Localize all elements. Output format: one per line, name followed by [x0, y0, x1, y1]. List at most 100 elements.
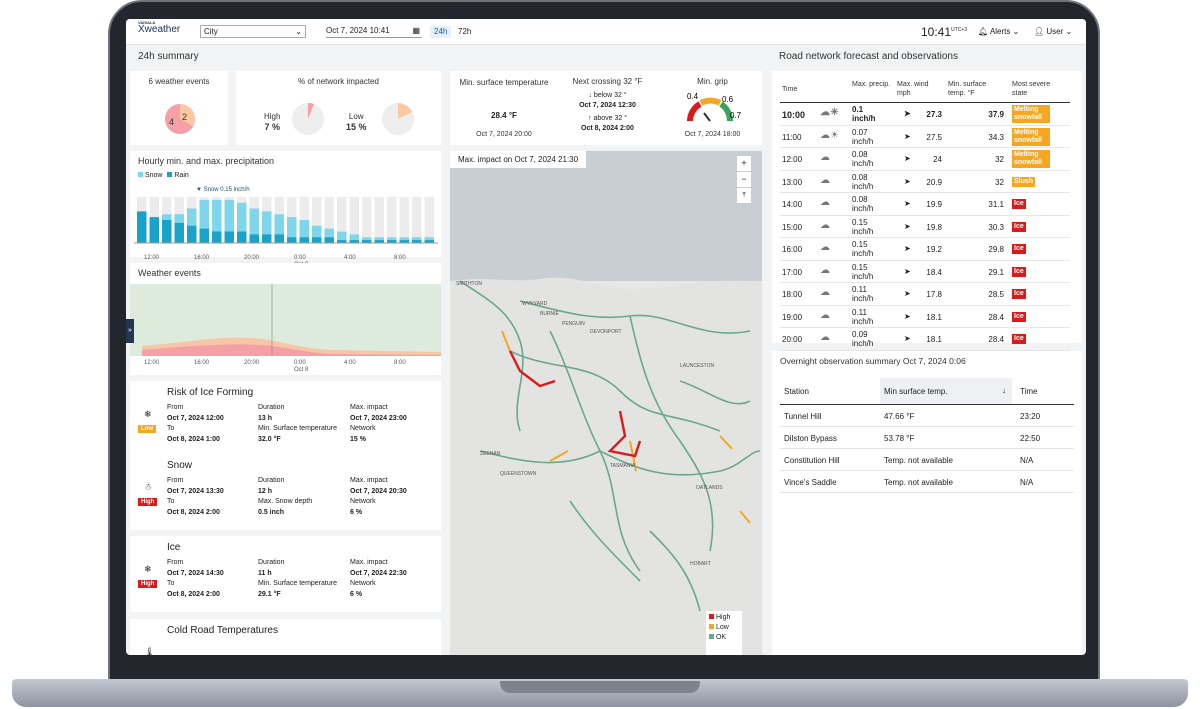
- col-obs-time[interactable]: Time: [1020, 387, 1038, 396]
- to-value: Oct 8, 2024 2:00: [167, 590, 220, 598]
- top-bar: VAISALA Xweather City ⌄ Oct 7, 2024 10:4…: [126, 19, 1086, 45]
- range-72h-button[interactable]: 72h: [458, 27, 472, 36]
- event-card[interactable]: Risk of Ice Forming ❄ Low From Oct 7, 2024 1…: [130, 381, 441, 457]
- precip-bg-bar: [387, 197, 397, 243]
- snow-sun-icon: ☁☀: [820, 107, 839, 118]
- app-screen: VAISALA Xweather City ⌄ Oct 7, 2024 10:4…: [126, 19, 1086, 655]
- row-wind: 27.3: [926, 110, 942, 119]
- alerts-menu[interactable]: 🔔︎ Alerts ⌄: [978, 27, 1020, 36]
- zoom-in-button[interactable]: +: [741, 158, 747, 168]
- road-row[interactable]: 11:00 ☁☀ 0.07 inch/h ➤ 27.5 34.3 Melting snowfa…: [780, 126, 1070, 148]
- zoom-out-button[interactable]: −: [737, 171, 751, 187]
- x-tick-label: 8:00: [394, 360, 406, 366]
- wind-direction-icon: ➤: [904, 154, 911, 163]
- event-impact: Max. impact Oct 7, 2024 20:30 Network 6 %: [350, 476, 407, 518]
- extra-value: 32.0 °F: [258, 435, 281, 443]
- snow-bar: [224, 199, 234, 243]
- city-select[interactable]: City ⌄: [200, 25, 306, 38]
- obs-row[interactable]: Vince's Saddle Temp. not available N/A: [780, 471, 1074, 493]
- low-value: 15 %: [346, 122, 367, 132]
- row-time: 10:00: [782, 110, 806, 120]
- rain-bar: [249, 234, 259, 243]
- event-from-to: From Oct 7, 2024 14:30 To Oct 8, 2024 2:00: [167, 558, 224, 600]
- row-state-badge: Ice: [1012, 311, 1026, 322]
- map-place-label: WYNYARD: [522, 301, 548, 307]
- rain-legend-label: Rain: [174, 172, 189, 179]
- road-row[interactable]: 14:00 ☁ 0.08 inch/h ➤ 19.9 31.1 Ice: [780, 193, 1070, 216]
- network-impact-card[interactable]: % of network impacted High 7 % Low 15 %: [236, 71, 441, 145]
- event-card[interactable]: Ice ❄ High From Oct 7, 2024 14:30 To Oct 8, 20…: [130, 536, 441, 612]
- precip-bg-bar: [374, 197, 384, 243]
- from-label: From: [167, 477, 184, 484]
- calendar-icon[interactable]: ▦: [412, 26, 420, 35]
- to-label: To: [167, 498, 175, 505]
- user-icon: 👤︎: [1034, 27, 1045, 36]
- laptop-notch: [500, 681, 700, 693]
- wind-direction-icon: ➤: [904, 131, 911, 141]
- brand-logo: VAISALA Xweather: [138, 20, 181, 35]
- map-place-label: BURNIE: [540, 311, 559, 317]
- obs-station: Constitution Hill: [784, 456, 840, 465]
- snow-bar: [337, 231, 347, 243]
- road-row[interactable]: 16:00 ☁ 0.15 inch/h ➤ 19.2 29.8 Ice: [780, 238, 1070, 261]
- row-wind: 20.9: [926, 177, 942, 187]
- grip-high: 0.7: [730, 111, 742, 120]
- pie-value-low: 2: [182, 112, 187, 122]
- road-row[interactable]: 19:00 ☁ 0.11 inch/h ➤ 18.1 28.4 Ice: [780, 306, 1070, 328]
- event-duration: Duration 12 h Max. Snow depth 0.5 inch: [258, 476, 338, 518]
- precip-bg-bar: [337, 197, 347, 243]
- network-label: Network: [350, 498, 376, 505]
- extra-label: Min. Surface temperature: [258, 580, 337, 587]
- obs-row[interactable]: Dilston Bypass 53.78 °F 22:50: [780, 427, 1074, 449]
- datetime-value: Oct 7, 2024 10:41: [326, 26, 390, 35]
- obs-row[interactable]: Tunnel Hill 47.66 °F 23:20: [780, 405, 1074, 427]
- max-impact-value: Oct 7, 2024 22:30: [350, 569, 407, 577]
- events-count-card[interactable]: 6 weather events 4 2: [130, 71, 228, 145]
- map-place-label: QUEENSTOWN: [500, 471, 537, 477]
- datetime-input[interactable]: Oct 7, 2024 10:41 ▦: [326, 26, 422, 38]
- road-row[interactable]: 20:00 ☁ 0.09 inch/h ➤ 18.1 28.4 Ice: [780, 328, 1070, 351]
- min-surface-time: Oct 7, 2024 20:00: [476, 131, 532, 138]
- brand-top: VAISALA: [138, 20, 156, 25]
- rain-bar: [162, 220, 172, 243]
- x-tick-label: 4:00: [344, 360, 356, 366]
- x-tick-label: 16:00: [194, 255, 210, 261]
- col-station[interactable]: Station: [784, 387, 809, 396]
- x-tick-label: 12:00: [144, 360, 160, 366]
- extra-value: 29.1 °F: [258, 590, 281, 598]
- obs-row[interactable]: Constitution Hill Temp. not available N/A: [780, 449, 1074, 471]
- reset-north-button[interactable]: ⤒: [737, 187, 751, 203]
- road-row[interactable]: 15:00 ☁ 0.15 inch/h ➤ 19.8 30.3 Ice: [780, 216, 1070, 238]
- rain-bar: [362, 240, 372, 243]
- user-menu[interactable]: 👤︎ User ⌄: [1034, 27, 1073, 36]
- row-temp: 28.5: [988, 290, 1004, 299]
- road-row[interactable]: 18:00 ☁ 0.11 inch/h ➤ 17.8 28.5 Ice: [780, 283, 1070, 306]
- wind-direction-icon: ➤: [904, 221, 911, 231]
- impact-map[interactable]: Max. impact on Oct 7, 2024 21:30 + − ⤒: [450, 151, 762, 655]
- road-row[interactable]: 13:00 ☁ 0.08 inch/h ➤ 20.9 32 Slush: [780, 171, 1070, 193]
- road-row[interactable]: 12:00 ☁ 0.08 inch/h ➤ 24 32 Melting snowfall: [780, 148, 1070, 171]
- sort-arrow-icon[interactable]: ↓: [1002, 386, 1006, 395]
- snow-cloud-icon: ☁: [820, 152, 830, 163]
- snow-annotation: ▼ Snow 0.15 inch/h: [196, 187, 250, 193]
- to-label: To: [167, 425, 175, 432]
- road-row[interactable]: 10:00 ☁☀ 0.1 inch/h ➤ 27.3 37.9 Melting snowfal…: [780, 103, 1070, 126]
- row-precip: 0.11 inch/h: [852, 307, 874, 326]
- legend-high-label: High: [715, 614, 731, 621]
- expand-sidebar-icon[interactable]: »: [126, 319, 134, 343]
- range-24h-button[interactable]: 24h: [430, 26, 452, 38]
- event-card[interactable]: Snow ☃ High From Oct 7, 2024 13:30 To Oct 8, 2…: [130, 454, 441, 530]
- legend-ok-label: OK: [715, 634, 727, 641]
- max-impact-label: Max. impact: [350, 477, 388, 484]
- row-precip: 0.15 inch/h: [852, 217, 874, 236]
- brand-name: Xweather: [138, 24, 181, 35]
- road-row[interactable]: 17:00 ☁ 0.15 inch/h ➤ 18.4 29.1 Ice: [780, 261, 1070, 283]
- rain-legend-swatch: [167, 172, 173, 177]
- x-tick-label: 20:00: [244, 360, 260, 366]
- user-label: User: [1046, 27, 1064, 36]
- wind-direction-icon: ➤: [904, 289, 911, 298]
- row-temp: 31.1: [988, 200, 1004, 209]
- event-card[interactable]: Cold Road Temperatures 🌡︎: [130, 619, 441, 655]
- overnight-title: Overnight observation summary Oct 7, 202…: [780, 356, 966, 366]
- col-min-temp[interactable]: Min surface temp. ↓: [880, 378, 1012, 404]
